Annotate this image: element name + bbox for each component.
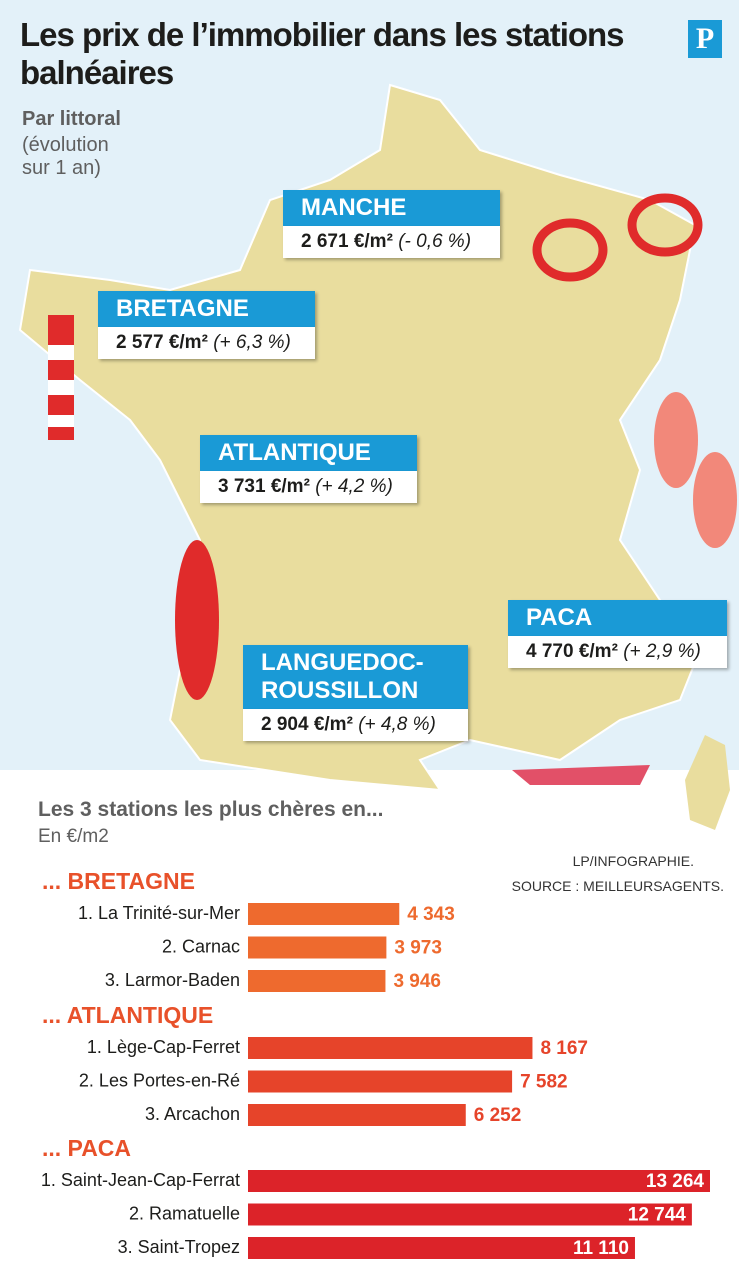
- region-name: BRETAGNE: [98, 291, 315, 327]
- source: SOURCE : MEILLEURSAGENTS.: [511, 878, 724, 894]
- category-label: 2. Carnac: [162, 936, 240, 956]
- corsica: [685, 735, 730, 830]
- region-callout: BRETAGNE 2 577 €/m² (+ 6,3 %): [98, 291, 315, 359]
- region-name: MANCHE: [283, 190, 500, 226]
- region-price-box: 2 904 €/m² (+ 4,8 %): [243, 709, 468, 741]
- value-label: 6 252: [474, 1105, 522, 1126]
- region-change: (+ 2,9 %): [623, 641, 701, 662]
- panel: [0, 770, 739, 1280]
- category-label: 1. Lège-Cap-Ferret: [87, 1037, 240, 1057]
- region-price: 2 671 €/m²: [301, 231, 393, 252]
- boat: [512, 765, 650, 785]
- region-name-line: PACA: [526, 604, 593, 631]
- title: Les prix de l’immobilier dans les statio…: [20, 16, 625, 91]
- region-callout: ATLANTIQUE 3 731 €/m² (+ 4,2 %): [200, 435, 417, 503]
- region-callout: MANCHE 2 671 €/m² (- 0,6 %): [283, 190, 500, 258]
- region-change: (+ 6,3 %): [213, 332, 291, 353]
- region-name-line: LANGUEDOC-: [261, 649, 424, 676]
- lighthouse: [48, 315, 74, 440]
- region-name: LANGUEDOC- ROUSSILLON: [243, 645, 468, 709]
- bar: [248, 1037, 533, 1059]
- value-label: 11 110: [573, 1238, 629, 1259]
- region-name: ATLANTIQUE: [200, 435, 417, 471]
- group-title: ... PACA: [42, 1135, 131, 1161]
- value-label: 4 343: [407, 904, 455, 925]
- category-label: 1. Saint-Jean-Cap-Ferrat: [41, 1170, 240, 1190]
- region-name-line: ATLANTIQUE: [218, 439, 371, 466]
- region-change: (+ 4,2 %): [315, 476, 393, 497]
- region-name-line: MANCHE: [301, 194, 407, 221]
- value-label: 3 973: [394, 938, 442, 959]
- category-label: 2. Ramatuelle: [129, 1203, 240, 1223]
- region-change: (+ 4,8 %): [358, 714, 436, 735]
- region-name: PACA: [508, 600, 727, 636]
- value-label: 8 167: [540, 1038, 588, 1059]
- group-title: ... ATLANTIQUE: [42, 1002, 213, 1028]
- region-price: 4 770 €/m²: [526, 641, 618, 662]
- note: (évolution sur 1 an): [22, 134, 109, 179]
- category-label: 1. La Trinité-sur-Mer: [78, 903, 240, 923]
- glasses: [532, 193, 703, 282]
- category-label: 2. Les Portes-en-Ré: [79, 1070, 240, 1090]
- bar: [248, 1170, 710, 1192]
- value-label: 7 582: [520, 1072, 568, 1093]
- region-price-box: 2 577 €/m² (+ 6,3 %): [98, 327, 315, 359]
- bar: [248, 970, 386, 992]
- region-name-line: BRETAGNE: [116, 295, 249, 322]
- region-name-line: ROUSSILLON: [261, 677, 419, 704]
- bar: [248, 1070, 513, 1093]
- logo: P: [688, 20, 722, 58]
- bar: [248, 1104, 466, 1126]
- chart-subtitle: En €/m2: [38, 826, 109, 847]
- region-change: (- 0,6 %): [398, 231, 472, 252]
- region-price-box: 2 671 €/m² (- 0,6 %): [283, 226, 500, 258]
- chart-title: Les 3 stations les plus chères en...: [38, 798, 384, 821]
- category-label: 3. Arcachon: [145, 1104, 240, 1124]
- value-label: 13 264: [646, 1171, 705, 1192]
- category-label: 3. Larmor-Baden: [105, 970, 240, 990]
- region-price-box: 4 770 €/m² (+ 2,9 %): [508, 636, 727, 668]
- credit: LP/INFOGRAPHIE.: [572, 853, 694, 869]
- bar: [248, 1203, 692, 1226]
- region-price: 3 731 €/m²: [218, 476, 310, 497]
- surfboard: [175, 540, 219, 700]
- bar: [248, 903, 400, 925]
- value-label: 3 946: [393, 971, 441, 992]
- category-label: 3. Saint-Tropez: [118, 1237, 240, 1257]
- flip-flops: [654, 392, 737, 548]
- region-price: 2 577 €/m²: [116, 332, 208, 353]
- subtitle: Par littoral: [22, 108, 121, 130]
- region-callout: PACA 4 770 €/m² (+ 2,9 %): [508, 600, 727, 668]
- value-label: 12 744: [628, 1205, 687, 1226]
- region-price: 2 904 €/m²: [261, 714, 353, 735]
- region-price-box: 3 731 €/m² (+ 4,2 %): [200, 471, 417, 503]
- bar: [248, 936, 387, 959]
- group-title: ... BRETAGNE: [42, 868, 195, 894]
- region-callout: LANGUEDOC- ROUSSILLON 2 904 €/m² (+ 4,8 %): [243, 645, 468, 741]
- bar: [248, 1237, 635, 1259]
